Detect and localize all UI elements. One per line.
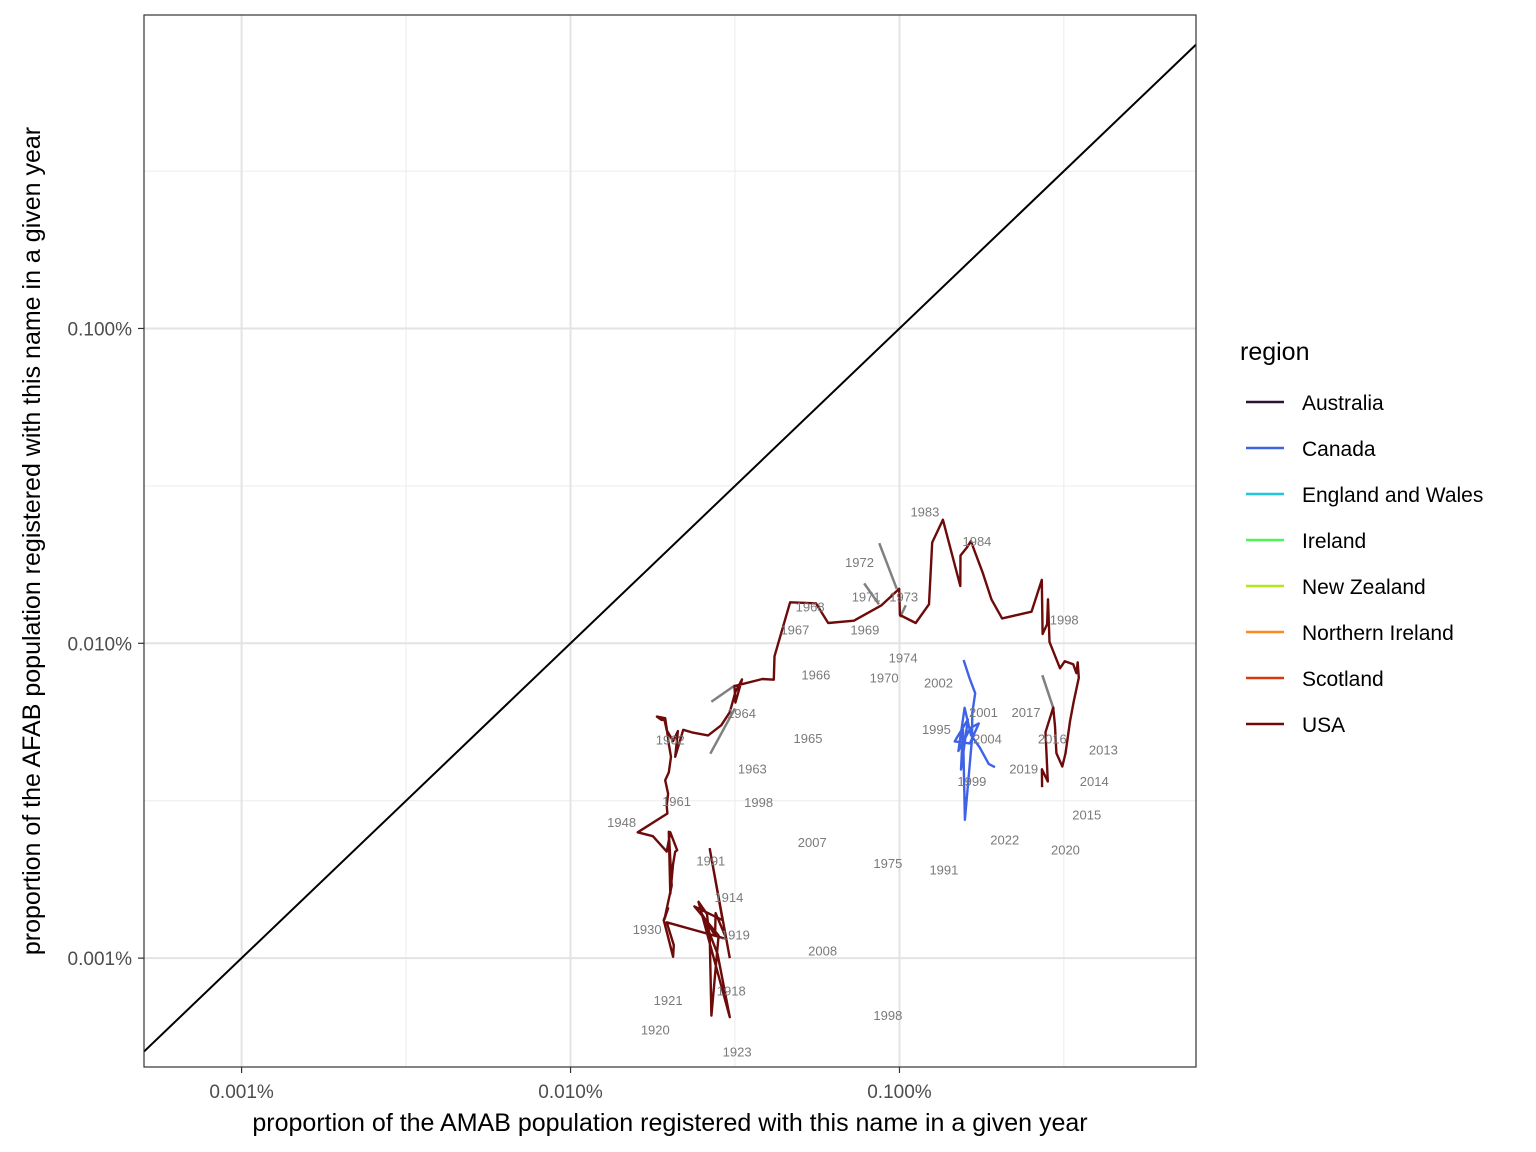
year-label: 1983 bbox=[910, 505, 939, 520]
y-axis-title: proportion of the AFAB population regist… bbox=[18, 127, 46, 955]
minor-gridlines bbox=[144, 15, 1196, 1067]
year-label: 2004 bbox=[973, 732, 1002, 747]
year-label: 1920 bbox=[641, 1023, 670, 1038]
year-label: 2007 bbox=[798, 835, 827, 850]
label-leader-lines bbox=[709, 542, 1055, 755]
year-label: 1921 bbox=[654, 993, 683, 1008]
legend: region Australia Canada England and Wales I… bbox=[1240, 338, 1483, 737]
year-label: 1961 bbox=[662, 794, 691, 809]
legend-label: Australia bbox=[1302, 392, 1384, 415]
year-label: 2017 bbox=[1012, 705, 1041, 720]
year-label: 1971 bbox=[852, 589, 881, 604]
major-gridlines bbox=[144, 15, 1196, 1067]
year-label: 1964 bbox=[727, 706, 756, 721]
identity-reference-line bbox=[143, 43, 1197, 1053]
y-tick-label: 0.010% bbox=[68, 634, 133, 655]
series-lines bbox=[636, 518, 1080, 1019]
legend-label: USA bbox=[1302, 714, 1345, 737]
legend-label: Canada bbox=[1302, 438, 1376, 461]
year-label: 1919 bbox=[721, 927, 750, 942]
year-label: 1923 bbox=[723, 1044, 752, 1059]
y-axis-ticks: 0.001% 0.010% 0.100% bbox=[68, 319, 144, 970]
leader-line bbox=[863, 582, 880, 606]
x-tick-label: 0.001% bbox=[209, 1082, 274, 1103]
year-label: 1965 bbox=[794, 731, 823, 746]
year-label: 1969 bbox=[850, 622, 879, 637]
series-line-canada bbox=[953, 659, 996, 821]
legend-title: region bbox=[1240, 338, 1310, 366]
x-tick-label: 0.100% bbox=[867, 1082, 932, 1103]
legend-label: Ireland bbox=[1302, 530, 1366, 553]
year-label: 2016 bbox=[1038, 732, 1067, 747]
year-label: 1998 bbox=[873, 1008, 902, 1023]
legend-label: Northern Ireland bbox=[1302, 622, 1454, 645]
year-label: 1974 bbox=[889, 650, 918, 665]
year-label: 2001 bbox=[969, 705, 998, 720]
year-label: 2015 bbox=[1072, 807, 1101, 822]
year-label: 1968 bbox=[796, 599, 825, 614]
leader-line bbox=[878, 542, 898, 590]
x-axis-title: proportion of the AMAB population regist… bbox=[252, 1109, 1087, 1137]
year-label: 2002 bbox=[924, 675, 953, 690]
year-labels: 1983 1984 1972 1973 1971 1968 1969 1967 1998 1974… bbox=[607, 505, 1118, 1060]
year-label: 1963 bbox=[738, 761, 767, 776]
y-tick-label: 0.001% bbox=[68, 949, 133, 970]
year-label: 1975 bbox=[873, 856, 902, 871]
year-label: 1998 bbox=[1050, 613, 1079, 628]
year-label: 2020 bbox=[1051, 842, 1080, 857]
year-label: 2014 bbox=[1080, 774, 1109, 789]
year-label: 2022 bbox=[990, 833, 1019, 848]
year-label: 1973 bbox=[889, 589, 918, 604]
legend-label: England and Wales bbox=[1302, 484, 1483, 507]
year-label: 1991 bbox=[929, 862, 958, 877]
year-label: 2013 bbox=[1089, 743, 1118, 758]
year-label: 1962 bbox=[656, 732, 685, 747]
series-line-usa bbox=[636, 518, 1080, 1019]
year-label: 1972 bbox=[845, 555, 874, 570]
leader-line bbox=[709, 707, 737, 755]
x-tick-label: 0.010% bbox=[538, 1082, 603, 1103]
legend-items: Australia Canada England and Wales Ireland N… bbox=[1246, 392, 1483, 737]
year-label: 1970 bbox=[870, 671, 899, 686]
year-label: 1930 bbox=[633, 922, 662, 937]
year-label: 1984 bbox=[962, 534, 991, 549]
y-tick-label: 0.100% bbox=[68, 319, 133, 340]
year-label: 1948 bbox=[607, 815, 636, 830]
legend-label: New Zealand bbox=[1302, 576, 1426, 599]
legend-label: Scotland bbox=[1302, 668, 1384, 691]
leader-line bbox=[710, 684, 736, 703]
year-label: 1966 bbox=[801, 668, 830, 683]
plot-border bbox=[143, 14, 1197, 1068]
year-label: 1991 bbox=[696, 853, 725, 868]
year-label: 1967 bbox=[780, 622, 809, 637]
leader-line bbox=[1041, 674, 1055, 710]
year-label: 1918 bbox=[717, 983, 746, 998]
plot-background bbox=[144, 15, 1196, 1067]
year-label: 2019 bbox=[1009, 761, 1038, 776]
year-label: 1914 bbox=[714, 890, 743, 905]
year-label: 1995 bbox=[922, 722, 951, 737]
x-axis-ticks: 0.001% 0.010% 0.100% bbox=[209, 1067, 932, 1103]
year-label: 1999 bbox=[957, 774, 986, 789]
year-label: 2008 bbox=[808, 943, 837, 958]
year-label: 1998 bbox=[744, 795, 773, 810]
